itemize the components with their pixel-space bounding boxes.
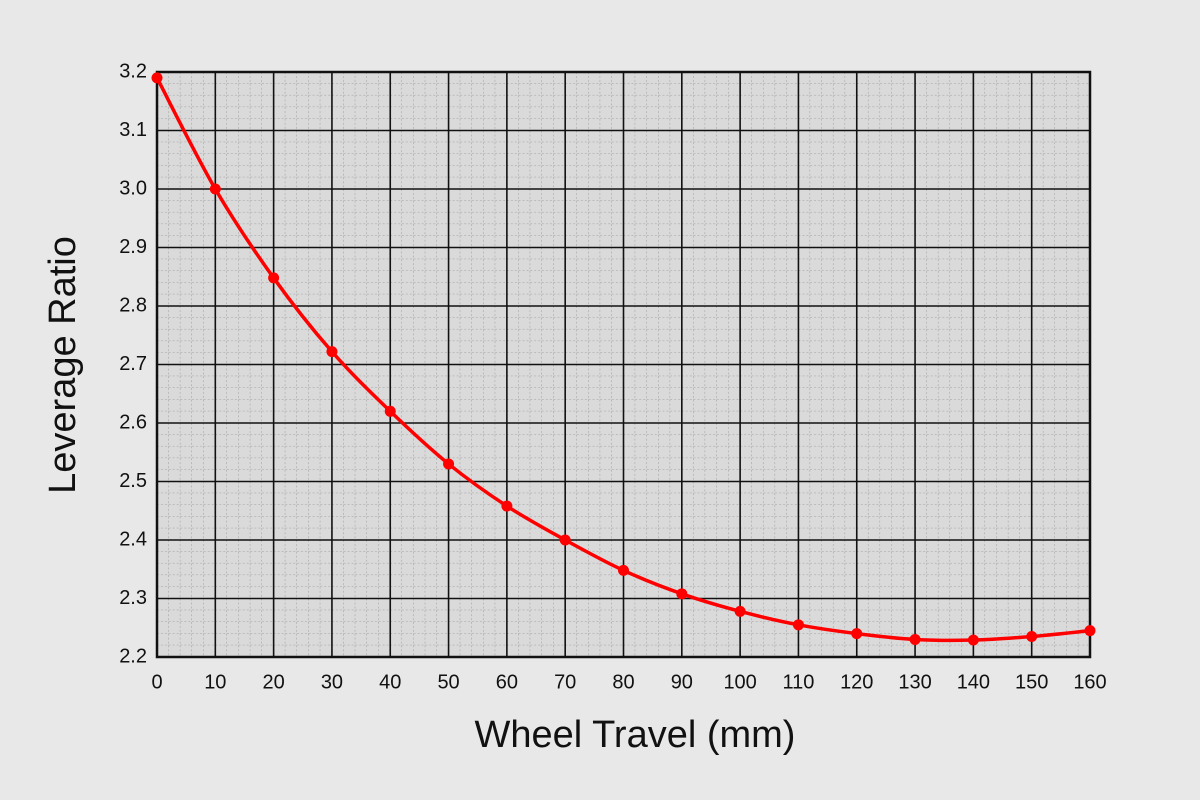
point: [268, 272, 280, 284]
point: [909, 633, 921, 645]
y-tick-label: 2.5: [119, 470, 147, 492]
point: [326, 346, 338, 358]
point: [967, 634, 979, 646]
x-tick-label: 50: [437, 671, 459, 693]
x-tick-label: 90: [671, 671, 693, 693]
y-tick-label: 3.2: [119, 60, 147, 82]
x-tick-label: 140: [957, 671, 990, 693]
x-tick-label: 150: [1015, 671, 1048, 693]
point: [618, 564, 629, 576]
x-tick-label: 100: [723, 671, 756, 693]
x-tick-label: 60: [496, 671, 518, 693]
y-tick-label: 3.0: [119, 177, 147, 199]
point: [1084, 625, 1096, 637]
x-tick-label: 130: [898, 671, 931, 693]
x-tick-label: 40: [379, 671, 401, 693]
y-axis-title: Leverage Ratio: [42, 236, 84, 494]
point: [443, 458, 455, 470]
x-tick-label: 110: [782, 671, 814, 693]
point: [1026, 631, 1038, 643]
x-tick-label: 0: [151, 671, 162, 693]
point: [676, 588, 688, 600]
y-tick-label: 3.1: [119, 119, 147, 141]
point: [151, 72, 163, 84]
y-tick-label: 2.4: [119, 528, 147, 550]
point: [734, 605, 746, 617]
y-tick-label: 2.2: [119, 645, 147, 667]
y-tick-label: 2.6: [119, 411, 147, 433]
x-tick-label: 30: [321, 671, 343, 693]
x-tick-label: 160: [1073, 671, 1106, 693]
y-tick-label: 2.9: [119, 236, 147, 258]
point: [851, 628, 863, 640]
x-tick-label: 10: [204, 671, 226, 693]
x-tick-label: 20: [263, 671, 285, 693]
point: [559, 534, 571, 546]
point: [792, 619, 804, 631]
plot-frame: [155, 70, 1092, 659]
x-axis-title: Wheel Travel (mm): [475, 714, 796, 756]
x-tick-label: 70: [554, 671, 576, 693]
y-tick-label: 2.7: [119, 353, 147, 375]
point: [209, 183, 221, 195]
y-tick-label: 2.8: [119, 294, 147, 316]
x-tick-label: 120: [840, 671, 873, 693]
point: [384, 405, 396, 417]
point: [501, 500, 513, 512]
y-tick-label: 2.3: [119, 587, 147, 609]
x-tick-label: 80: [612, 671, 634, 693]
